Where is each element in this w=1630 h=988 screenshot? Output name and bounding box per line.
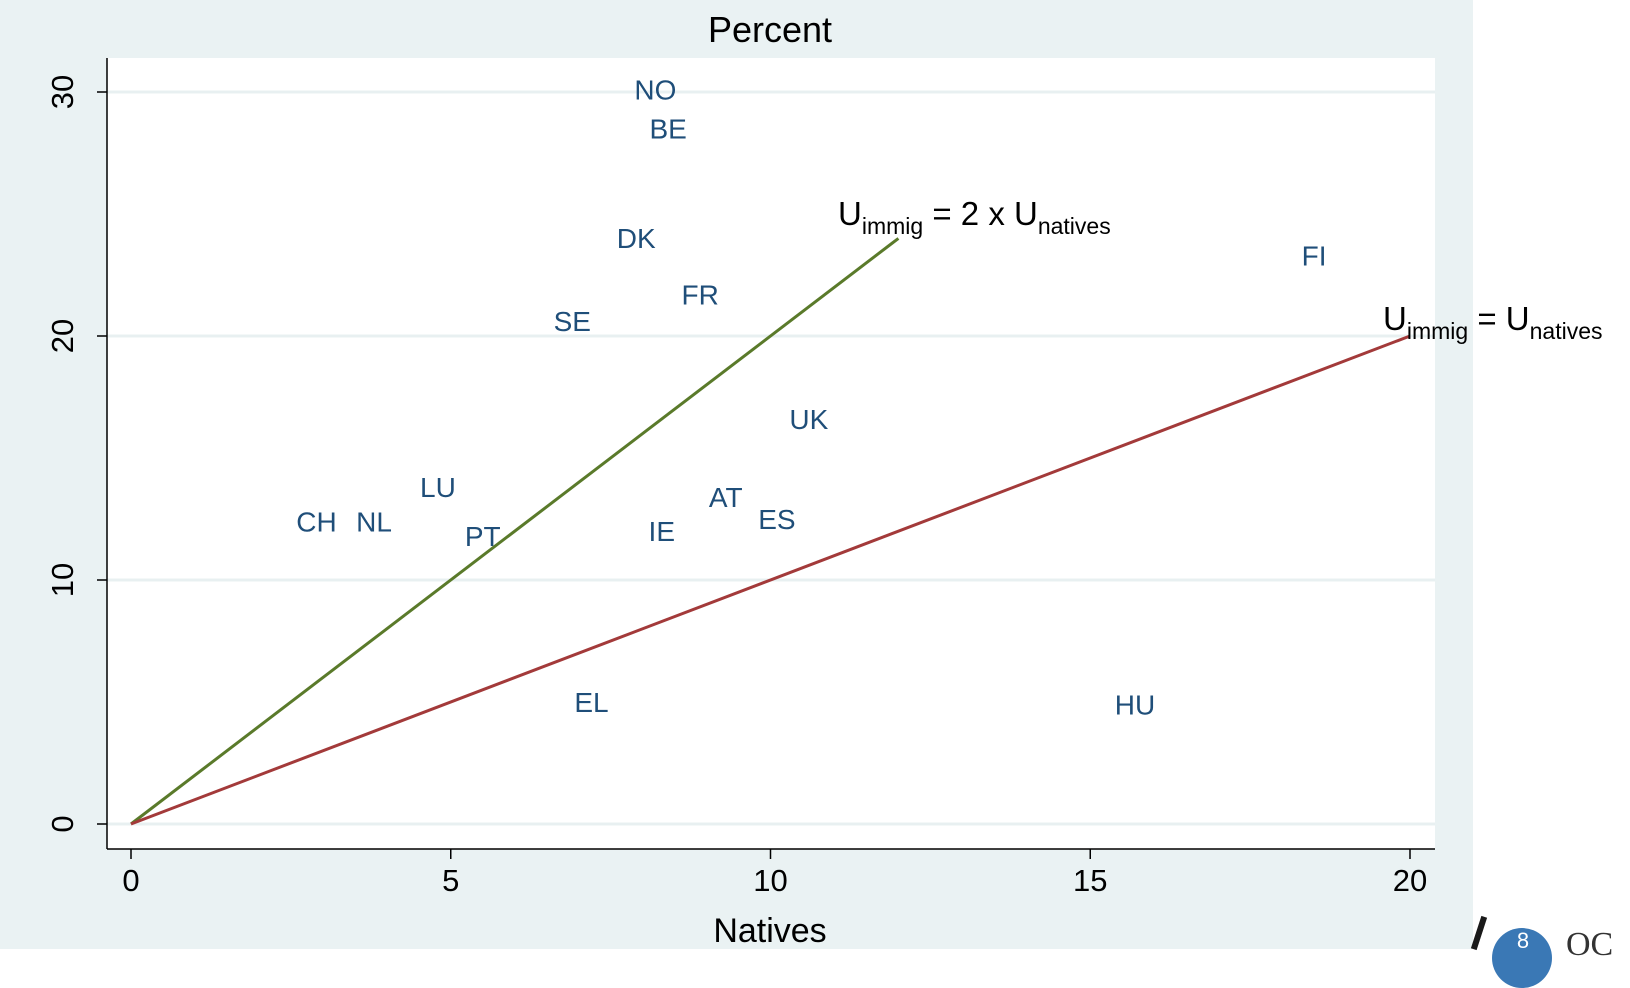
x-tick-label: 5 [442,863,459,898]
reference-line-label: Uimmig = 2 x Unatives [838,195,1111,239]
point-label: SE [554,306,591,337]
point-label: ES [758,504,795,535]
chart-title: Percent [708,9,832,50]
point-label: NL [356,506,392,537]
x-axis-label: Natives [713,912,826,949]
point-label: BE [650,113,687,144]
plot-area [107,58,1435,849]
point-label: FR [681,279,718,310]
point-label: HU [1115,689,1155,720]
point-label: FI [1302,240,1327,271]
x-tick-label: 10 [753,863,787,898]
x-tick-label: 20 [1393,863,1427,898]
y-tick-label: 10 [45,563,80,597]
x-tick-label: 0 [122,863,139,898]
reference-line-label: Uimmig = Unatives [1383,300,1603,344]
reference-line [130,237,900,826]
point-label: PT [465,521,501,552]
page-number: 8 [1516,928,1530,953]
x-tick-label: 15 [1073,863,1107,898]
point-label: AT [709,482,743,513]
point-label: EL [574,687,608,718]
reference-line [130,334,1411,826]
y-tick-label: 30 [45,75,80,109]
point-label: CH [296,506,336,537]
point-label: NO [634,74,676,105]
scatter-chart: 0 5 10 15 20 0 10 20 30 Percent Natives Uimmig = 2 … [45,9,1603,949]
point-label: IE [649,516,675,547]
point-label: LU [420,472,456,503]
point-label: UK [789,404,828,435]
logo-text: OC [1566,926,1614,963]
y-tick-label: 20 [45,319,80,353]
y-tick-label: 0 [45,815,80,832]
point-label: DK [617,223,656,254]
